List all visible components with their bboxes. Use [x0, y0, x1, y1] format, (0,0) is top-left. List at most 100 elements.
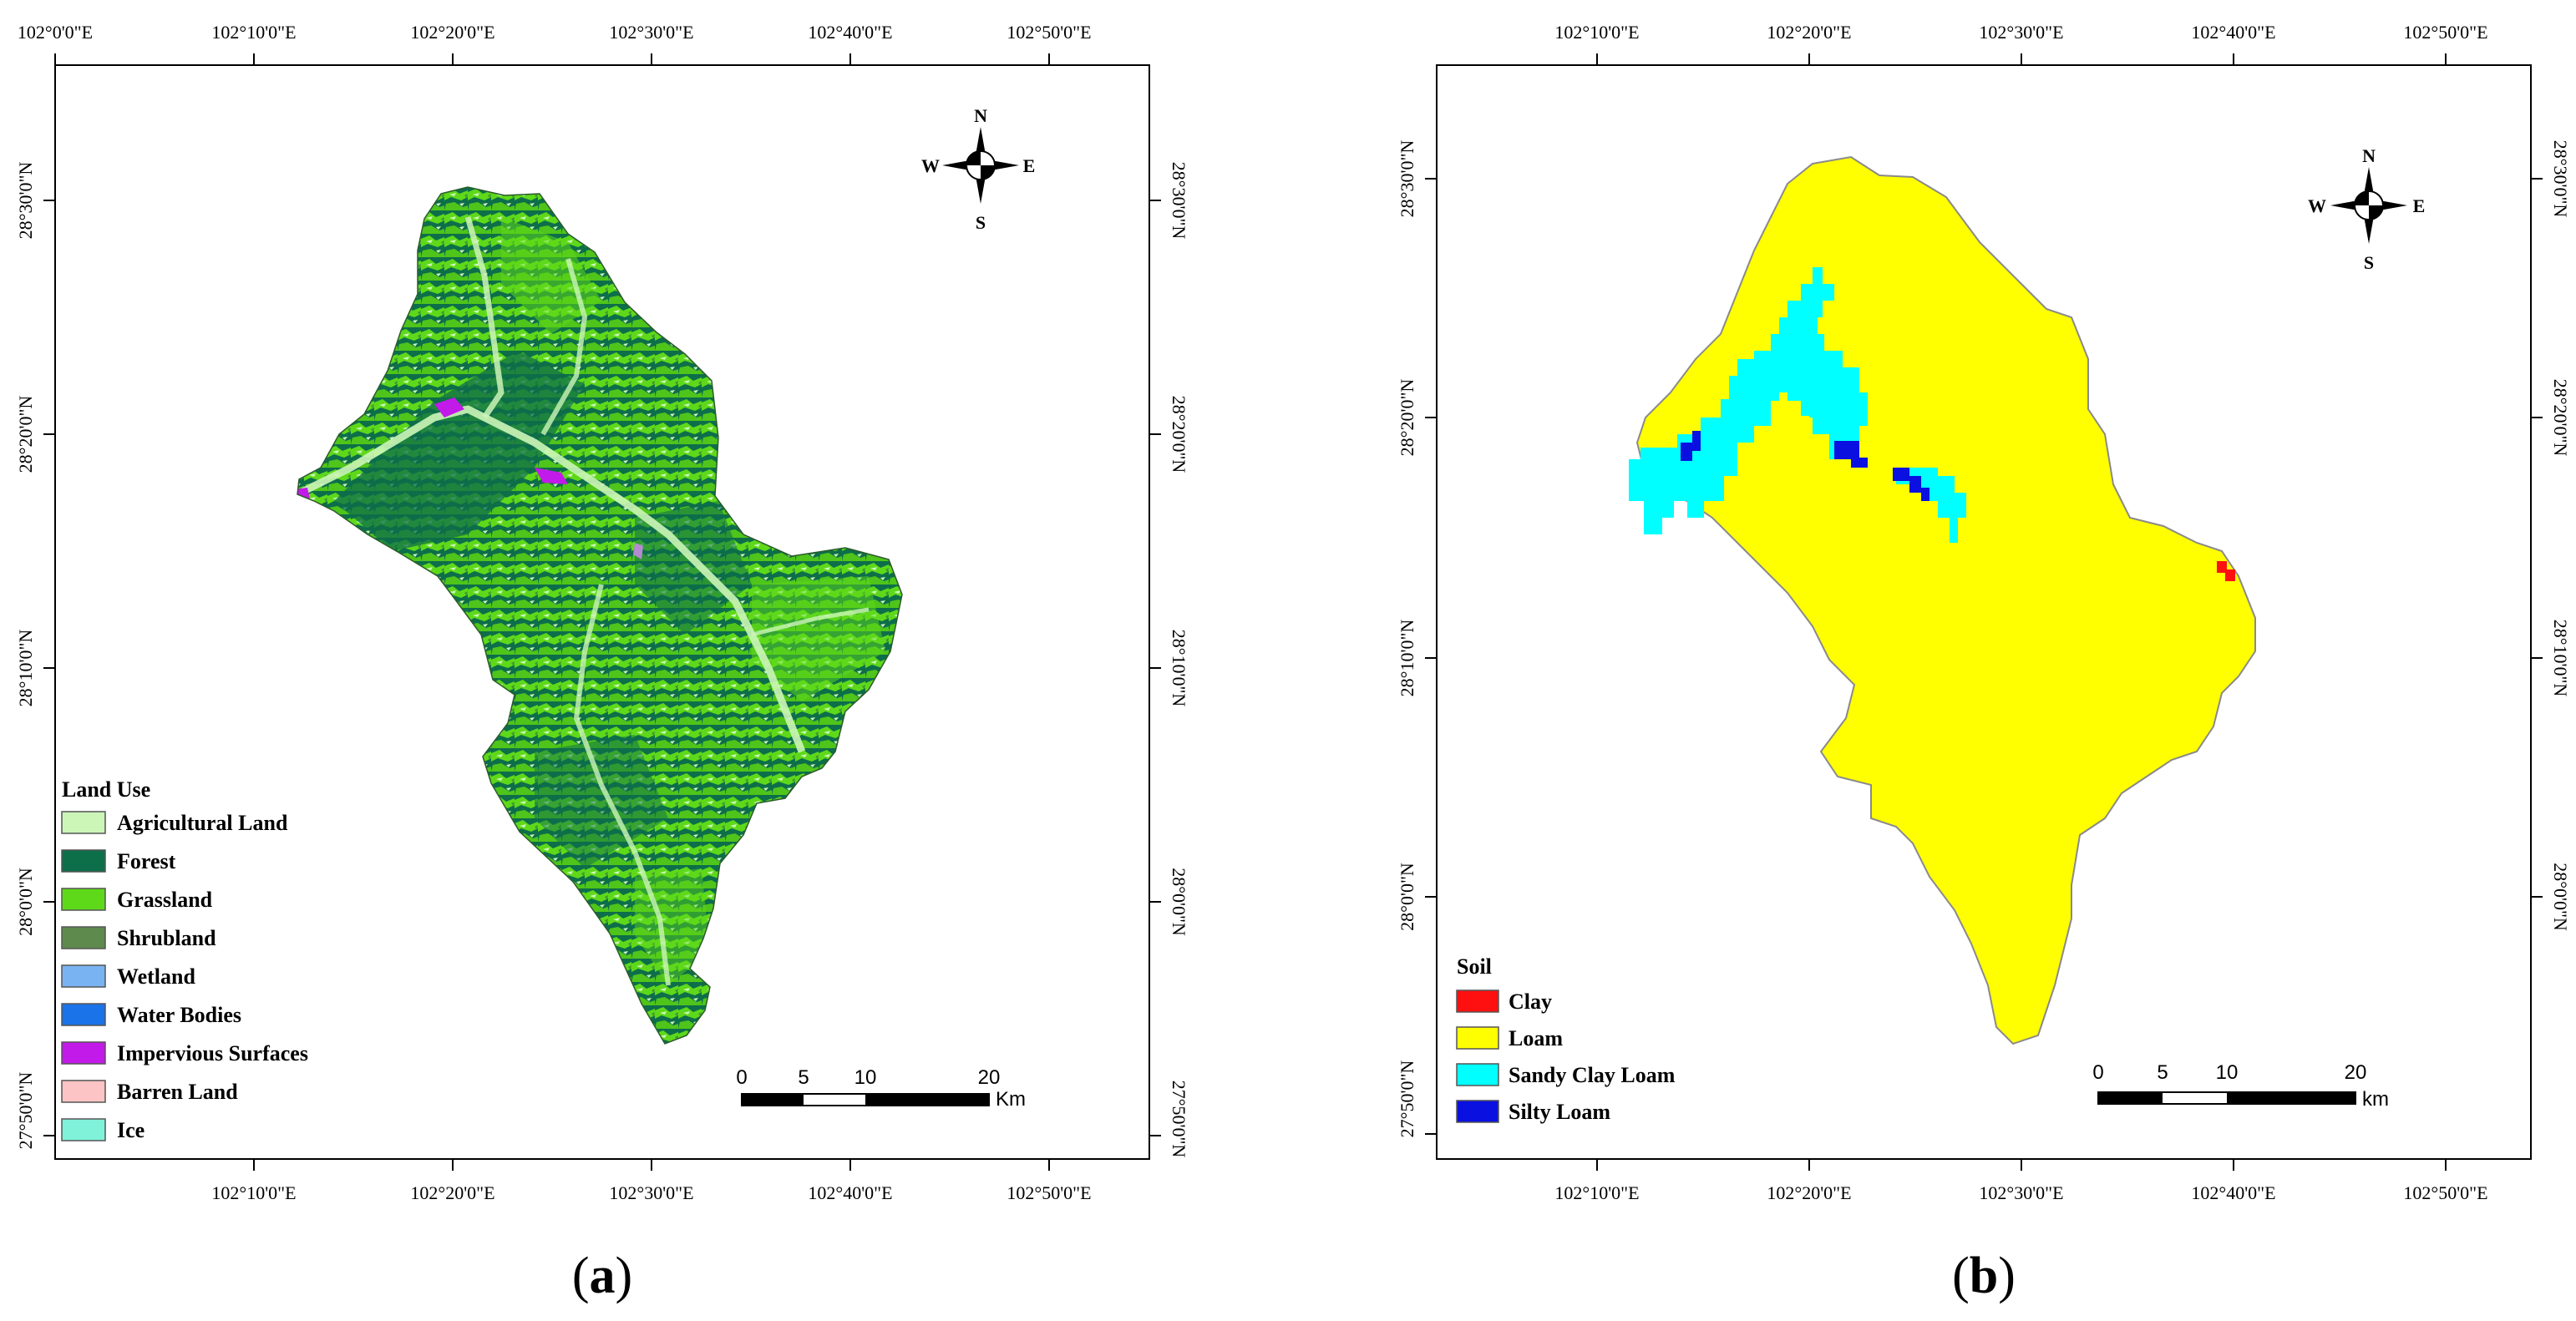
tick-label: 102°40'0"E	[808, 22, 892, 43]
compass-n: N	[974, 105, 987, 126]
tick-label: 28°0'0"N	[1397, 863, 1417, 931]
sandy-clay-loam-area-center	[1809, 367, 1868, 459]
tick-label: 102°50'0"E	[2403, 1182, 2487, 1203]
legend-label: Wetland	[117, 964, 195, 989]
scale-unit: km	[2362, 1088, 2389, 1111]
panel-b: 102°10'0"E 102°20'0"E 102°30'0"E 102°40'…	[1397, 22, 2571, 1203]
bottom-tick-labels-a: 102°10'0"E 102°20'0"E 102°30'0"E 102°40'…	[211, 1182, 1091, 1203]
scale-label: 5	[2157, 1061, 2168, 1084]
tick-label: 102°40'0"E	[2191, 22, 2275, 43]
panel-a: 102°0'0"E 102°10'0"E 102°20'0"E 102°30'0…	[15, 22, 1189, 1203]
silty-loam-patch	[1681, 431, 1701, 461]
tick-label: 102°10'0"E	[1554, 22, 1639, 43]
tick-label: 28°30'0"N	[1169, 162, 1189, 240]
legend-swatch	[61, 926, 106, 949]
right-tick-labels-b: 28°30'0"N 28°20'0"N 28°10'0"N 28°0'0"N	[2550, 140, 2571, 931]
sandy-clay-loam-area-east	[1896, 468, 1966, 543]
tick-label: 28°10'0"N	[1397, 620, 1417, 697]
legend-title: Soil	[1457, 954, 1492, 979]
panel-label-b: (b)	[1952, 1248, 2016, 1304]
legend-label: Grassland	[117, 888, 213, 912]
tick-label: 28°0'0"N	[15, 868, 36, 936]
compass-s: S	[2364, 252, 2374, 273]
legend-swatch	[61, 888, 106, 911]
legend-label: Silty Loam	[1509, 1100, 1610, 1124]
tick-label: 102°20'0"E	[1767, 22, 1851, 43]
legend-swatch	[61, 811, 106, 834]
tick-label: 102°30'0"E	[609, 22, 693, 43]
right-tick-labels-a: 28°30'0"N 28°20'0"N 28°10'0"N 28°0'0"N 2…	[1169, 162, 1189, 1158]
legend-swatch	[1456, 989, 1499, 1013]
legend-swatch	[61, 964, 106, 988]
legend-swatch	[61, 1041, 106, 1065]
scale-label: 20	[978, 1066, 1001, 1089]
compass-w: W	[921, 155, 940, 176]
legend-b: Soil Clay Loam Sandy Clay Loam Silty Loam	[1456, 954, 1676, 1124]
legend-label: Barren Land	[117, 1080, 238, 1104]
tick-label: 102°50'0"E	[1007, 22, 1091, 43]
scale-label: 0	[2092, 1061, 2103, 1084]
compass-n: N	[2362, 145, 2376, 166]
compass-w: W	[2308, 195, 2326, 216]
tick-label: 28°0'0"N	[1169, 868, 1189, 936]
tick-label: 102°30'0"E	[1979, 22, 2063, 43]
top-tick-labels-b: 102°10'0"E 102°20'0"E 102°30'0"E 102°40'…	[1554, 22, 2487, 43]
tick-label: 102°10'0"E	[211, 1182, 296, 1203]
north-arrow-icon-b: N S E W	[2308, 145, 2425, 273]
tick-label: 102°10'0"E	[1554, 1182, 1639, 1203]
tick-label: 28°30'0"N	[2550, 140, 2571, 218]
tick-label: 102°40'0"E	[808, 1182, 892, 1203]
sandy-clay-loam-area-west	[1629, 267, 1843, 534]
tick-label: 28°30'0"N	[15, 162, 36, 240]
scale-unit: Km	[996, 1088, 1026, 1111]
legend-label: Loam	[1509, 1026, 1563, 1050]
legend-label: Sandy Clay Loam	[1509, 1063, 1676, 1087]
legend-label: Agricultural Land	[117, 811, 288, 835]
tick-label: 28°20'0"N	[1169, 396, 1189, 473]
scale-label: 20	[2345, 1061, 2367, 1084]
tick-label: 28°20'0"N	[2550, 379, 2571, 457]
tick-label: 28°20'0"N	[15, 396, 36, 473]
bottom-tick-labels-b: 102°10'0"E 102°20'0"E 102°30'0"E 102°40'…	[1554, 1182, 2487, 1203]
legend-label: Shrubland	[117, 926, 216, 950]
legend-label: Clay	[1509, 989, 1552, 1014]
legend-a: Land Use Agricultural Land Forest Grasslan…	[61, 777, 308, 1142]
tick-label: 102°20'0"E	[410, 1182, 494, 1203]
tick-label: 27°50'0"N	[1169, 1081, 1189, 1158]
tick-label: 28°10'0"N	[1169, 630, 1189, 707]
tick-label: 27°50'0"N	[15, 1072, 36, 1150]
tick-label: 28°20'0"N	[1397, 379, 1417, 457]
tick-label: 102°20'0"E	[410, 22, 494, 43]
compass-e: E	[2413, 195, 2426, 216]
legend-swatch	[61, 1003, 106, 1026]
tick-label: 102°50'0"E	[1007, 1182, 1091, 1203]
legend-swatch	[1456, 1100, 1499, 1123]
basin-boundary-a	[297, 186, 903, 1045]
tick-label: 102°40'0"E	[2191, 1182, 2275, 1203]
legend-swatch	[61, 1080, 106, 1103]
clay-patch	[2217, 561, 2235, 581]
compass-e: E	[1023, 155, 1036, 176]
tick-label: 102°0'0"E	[18, 22, 93, 43]
legend-label: Impervious Surfaces	[117, 1041, 308, 1065]
north-arrow-icon-a: N S E W	[921, 105, 1035, 233]
tick-label: 102°30'0"E	[609, 1182, 693, 1203]
tick-label: 102°30'0"E	[1979, 1182, 2063, 1203]
tick-label: 28°30'0"N	[1397, 140, 1417, 218]
scale-label: 0	[736, 1066, 747, 1089]
legend-swatch	[61, 1118, 106, 1141]
scale-bar-b: 0 5 10 20 km	[2092, 1061, 2389, 1111]
panel-label-a: (a)	[572, 1248, 632, 1304]
silty-loam-patch	[1834, 441, 1868, 468]
scale-label: 5	[798, 1066, 809, 1089]
tick-label: 102°20'0"E	[1767, 1182, 1851, 1203]
compass-s: S	[976, 212, 986, 233]
scale-label: 10	[2216, 1061, 2239, 1084]
legend-swatch	[1456, 1063, 1499, 1086]
graticule-ticks-a	[43, 53, 1161, 1171]
tick-label: 28°10'0"N	[2550, 620, 2571, 697]
soil-basin	[1629, 155, 2256, 1045]
tick-label: 27°50'0"N	[1397, 1060, 1417, 1138]
tick-label: 102°10'0"E	[211, 22, 296, 43]
